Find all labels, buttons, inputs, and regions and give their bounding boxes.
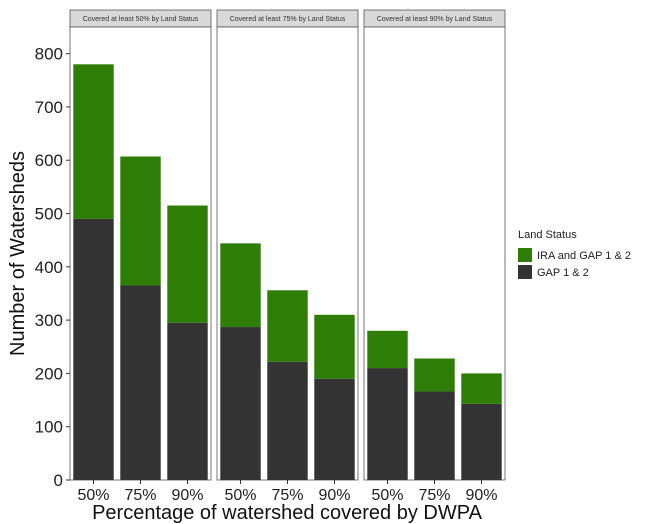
- bar-gap-1-2: [414, 391, 455, 480]
- legend-title: Land Status: [518, 229, 577, 241]
- y-tick-label: 300: [35, 311, 63, 330]
- y-tick-label: 500: [35, 205, 63, 224]
- x-tick-label: 90%: [318, 487, 350, 504]
- bar-ira-gap-1-2: [367, 330, 408, 369]
- bar-gap-1-2: [220, 327, 261, 480]
- y-tick-label: 400: [35, 258, 63, 277]
- facet-panel: Covered at least 90% by Land Status 50% 75…: [363, 9, 506, 504]
- x-tick-label: 75%: [271, 487, 303, 504]
- bar-ira-gap-1-2: [167, 205, 208, 323]
- bar-gap-1-2: [267, 361, 308, 480]
- x-tick-label: 50%: [77, 487, 109, 504]
- x-tick-label: 75%: [418, 487, 450, 504]
- bar-gap-1-2: [314, 378, 355, 480]
- y-tick-label: 100: [35, 418, 63, 437]
- y-tick-label: 600: [35, 151, 63, 170]
- y-axis: 0 100 200 300 400 500 600 700 800: [35, 45, 70, 490]
- facet-strip-label: Covered at least 50% by Land Status: [83, 16, 199, 23]
- legend: Land Status IRA and GAP 1 & 2 GAP 1 & 2: [518, 229, 631, 279]
- x-tick-label: 50%: [371, 487, 403, 504]
- bar-gap-1-2: [167, 322, 208, 480]
- legend-label: IRA and GAP 1 & 2: [537, 250, 631, 262]
- y-tick-label: 0: [54, 471, 63, 490]
- facet-panel: Covered at least 75% by Land Status 50% 75…: [216, 9, 359, 504]
- y-axis-title: Number of Watersheds: [7, 151, 29, 356]
- y-tick-label: 700: [35, 98, 63, 117]
- facet-panels: Covered at least 50% by Land Status 50% 75…: [69, 9, 506, 504]
- bar-ira-gap-1-2: [120, 156, 161, 286]
- y-tick-label: 800: [35, 45, 63, 64]
- x-tick-label: 75%: [124, 487, 156, 504]
- bar-ira-gap-1-2: [220, 243, 261, 328]
- bar-ira-gap-1-2: [414, 358, 455, 392]
- legend-swatch: [518, 248, 532, 262]
- legend-swatch: [518, 265, 532, 279]
- bar-gap-1-2: [461, 403, 502, 480]
- bar-ira-gap-1-2: [73, 64, 114, 219]
- facet-strip-label: Covered at least 90% by Land Status: [377, 16, 493, 23]
- bar-ira-gap-1-2: [461, 373, 502, 404]
- bar-gap-1-2: [73, 218, 114, 480]
- x-tick-label: 90%: [465, 487, 497, 504]
- x-tick-label: 90%: [171, 487, 203, 504]
- x-axis-title: Percentage of watershed covered by DWPA: [92, 502, 482, 524]
- y-tick-label: 200: [35, 364, 63, 383]
- facet-strip-label: Covered at least 75% by Land Status: [230, 16, 346, 23]
- bar-gap-1-2: [120, 285, 161, 480]
- legend-label: GAP 1 & 2: [537, 267, 589, 279]
- bar-gap-1-2: [367, 368, 408, 480]
- facet-panel: Covered at least 50% by Land Status 50% 75…: [69, 9, 212, 504]
- bar-ira-gap-1-2: [267, 290, 308, 362]
- x-tick-label: 50%: [224, 487, 256, 504]
- bar-ira-gap-1-2: [314, 314, 355, 379]
